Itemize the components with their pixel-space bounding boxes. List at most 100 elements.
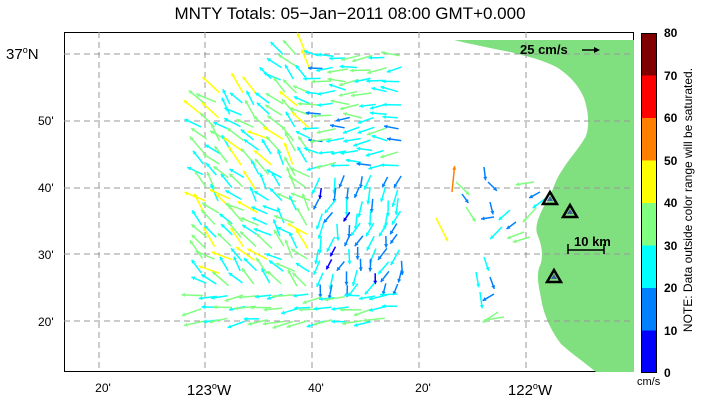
colorbar-segment [641, 203, 657, 246]
current-vector [200, 273, 217, 285]
current-vector [210, 123, 221, 142]
current-vector [181, 292, 204, 297]
current-vector [391, 210, 402, 225]
current-vector [284, 239, 293, 259]
current-vector [343, 234, 351, 247]
colorbar-tick-label: 70 [664, 68, 678, 83]
colorbar-tick-label: 30 [664, 238, 678, 253]
current-vector [338, 90, 358, 97]
current-vector [209, 317, 228, 324]
current-vector [281, 125, 295, 142]
current-vector [295, 64, 307, 79]
current-vector [276, 207, 285, 224]
current-vector [380, 85, 399, 93]
colorbar-note: NOTE: Data outside color range will be s… [681, 67, 695, 333]
current-vector [368, 294, 387, 301]
current-vector [243, 138, 260, 151]
current-vector [262, 320, 285, 326]
current-vector [498, 209, 511, 221]
current-vector [325, 259, 333, 270]
graticule [64, 32, 634, 372]
current-vector [373, 273, 378, 285]
current-vector [300, 49, 311, 71]
colorbar-tick-label: 50 [664, 153, 678, 168]
current-vector [383, 236, 389, 248]
current-vector [192, 150, 205, 165]
current-vector [479, 291, 484, 309]
current-vector [329, 246, 337, 257]
current-vector [228, 172, 244, 188]
current-vector [435, 217, 449, 242]
current-vector [393, 175, 402, 189]
current-vector [241, 224, 257, 235]
current-map[interactable] [64, 32, 634, 372]
current-vector [266, 57, 283, 69]
current-vector [380, 270, 390, 283]
current-vector [286, 320, 308, 329]
current-vector [230, 72, 244, 94]
colorbar-segment [641, 330, 657, 373]
current-vector [286, 222, 308, 235]
current-vector [189, 239, 204, 259]
map-title: MNTY Totals: 05−Jan−2011 08:00 GMT+0.000 [174, 4, 526, 23]
lon-label-20-right: 20' [415, 381, 431, 395]
current-vector [343, 137, 361, 143]
current-vector [230, 247, 243, 262]
current-vector [389, 223, 398, 235]
current-vector [273, 229, 285, 247]
current-vector [204, 144, 221, 155]
current-vector [229, 92, 243, 104]
scale-bar [567, 244, 605, 254]
current-vector [291, 111, 310, 129]
radar-site [544, 267, 564, 284]
current-vector [314, 249, 320, 265]
current-vector [250, 305, 272, 310]
current-vector [394, 197, 399, 215]
current-vector [339, 307, 362, 312]
current-vector [260, 268, 271, 284]
current-vector [386, 137, 402, 142]
current-vector [265, 92, 284, 105]
current-vector [280, 308, 297, 315]
current-vector [480, 216, 495, 221]
current-vector [339, 103, 359, 111]
current-vector [189, 136, 205, 154]
current-vector [380, 50, 400, 57]
current-vector [366, 78, 384, 84]
current-vector [326, 236, 336, 253]
colorbar-tick-label: 0 [664, 366, 671, 380]
current-vector [236, 118, 254, 128]
current-vector [386, 66, 402, 73]
current-vector [255, 257, 268, 275]
colorbar-unit: cm/s [637, 376, 661, 388]
current-vector [344, 293, 360, 298]
current-vector [290, 167, 311, 178]
current-vector [243, 316, 259, 321]
current-vector [339, 64, 358, 69]
current-vector [259, 173, 267, 190]
current-vector [390, 249, 400, 266]
current-vector [528, 191, 541, 199]
current-vector [246, 248, 268, 260]
current-vector [330, 99, 350, 106]
current-vector [330, 150, 347, 156]
current-vector [305, 110, 321, 116]
current-vector [211, 251, 233, 261]
current-vector [276, 192, 297, 203]
current-vector [353, 308, 372, 317]
current-vector [219, 256, 229, 272]
current-vector [224, 294, 244, 302]
current-vector [240, 128, 255, 141]
current-vector [368, 258, 373, 272]
current-vector [316, 161, 336, 169]
current-vector [318, 187, 323, 200]
current-vector [356, 146, 373, 152]
current-vector [214, 145, 228, 163]
current-vector [357, 126, 375, 134]
lon-label-40: 40' [308, 381, 324, 395]
current-vector [344, 271, 349, 286]
colorbar-segment [641, 245, 657, 288]
map-border [64, 32, 634, 372]
current-vector [265, 252, 282, 261]
current-vector [253, 149, 272, 166]
